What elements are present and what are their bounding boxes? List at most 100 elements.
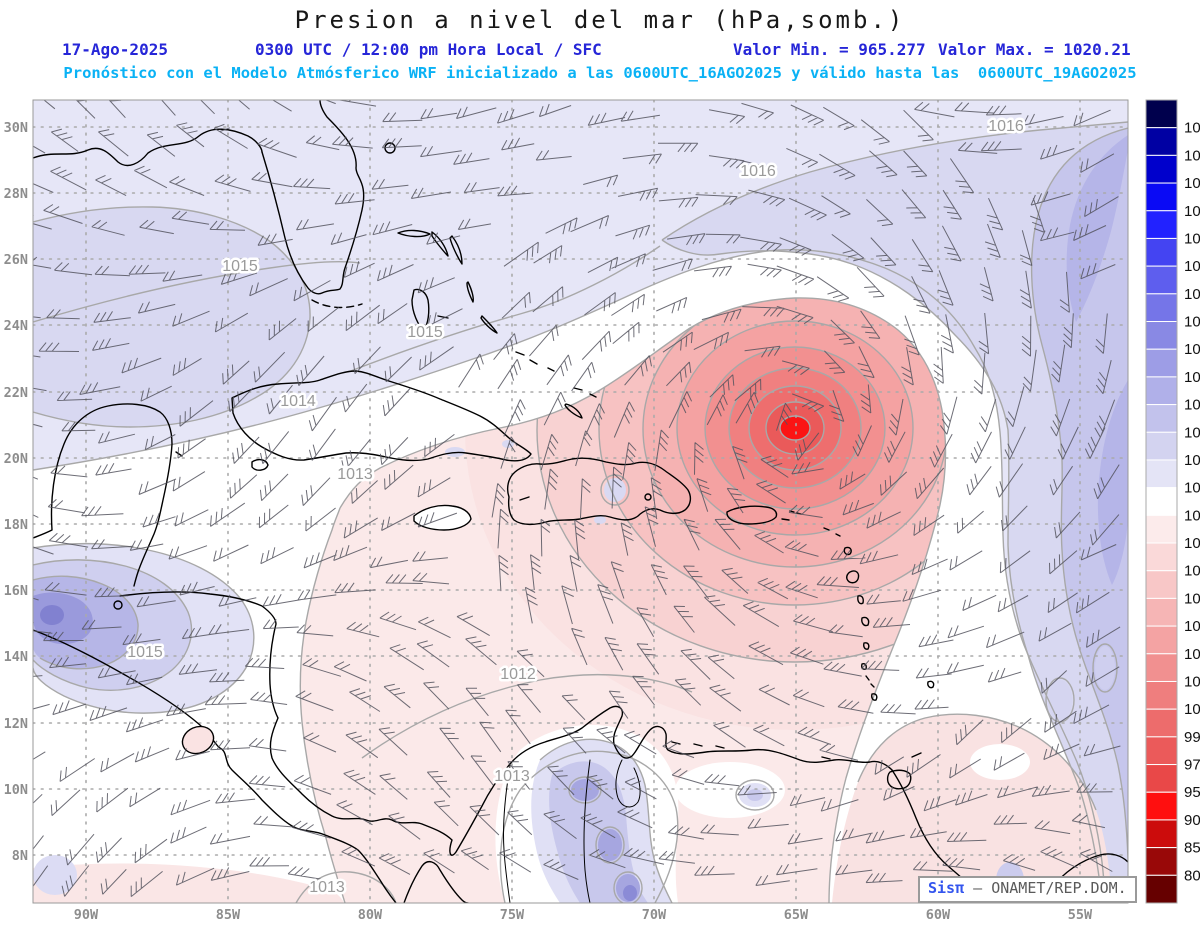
- colorbar-cell: [1145, 597, 1178, 627]
- contour-label: 1014: [280, 393, 316, 410]
- colorbar-tick-label: 1008: [1184, 590, 1200, 607]
- lat-tick-label: 12N: [4, 716, 28, 732]
- contour-label: 1013: [309, 879, 345, 896]
- model-init-line: Pronóstico con el Modelo Atmósferico WRF…: [63, 64, 1137, 82]
- lon-tick-label: 75W: [500, 907, 525, 923]
- bahamas-islands: [397, 229, 597, 419]
- lesser-antilles-islands: [823, 527, 935, 701]
- colorbar-tick-label: 1006: [1184, 618, 1200, 635]
- merida-blue-core: [747, 789, 763, 801]
- cozumel-island: [175, 451, 183, 457]
- colorbar-cell: [1145, 570, 1178, 599]
- colorbar-tick-label: 800: [1184, 867, 1200, 884]
- colombia-river: [583, 759, 591, 903]
- trinidad-coast: [886, 769, 912, 790]
- contour-label: 1012: [500, 666, 536, 683]
- colorbar: 1050 1040 1035 1030 1028 1025 1022 1020 1019 1018…: [1145, 99, 1200, 904]
- lat-tick-label: 28N: [4, 186, 28, 202]
- colorbar-cell: [1145, 404, 1178, 433]
- lat-tick-label: 20N: [4, 451, 28, 467]
- colorbar-cell: [1145, 293, 1178, 323]
- contour-label: 1015: [222, 258, 258, 275]
- contour-label: 1015: [127, 644, 163, 661]
- colorbar-cell: [1145, 376, 1178, 406]
- lon-tick-label: 90W: [74, 907, 99, 923]
- colorbar-tick-label: 1030: [1184, 203, 1200, 220]
- wind-barbs: [33, 100, 1121, 897]
- colorbar-tick-label: 950: [1184, 784, 1200, 801]
- watermark-box: Sisπ – ONAMET/REP.DOM.: [918, 876, 1137, 903]
- colorbar-cell: [1145, 847, 1178, 876]
- lat-tick-label: 10N: [4, 782, 28, 798]
- mid-lavender-band: [662, 122, 1128, 903]
- florida-keys: [311, 299, 363, 309]
- lake-nicaragua: [181, 725, 215, 755]
- maracaibo-lake: [615, 759, 641, 808]
- lat-tick-label: 30N: [4, 120, 28, 136]
- page-title: Presion a nivel del mar (hPa,somb.): [294, 6, 906, 34]
- deep-finger: [1097, 380, 1128, 585]
- colorbar-tick-label: 1018: [1184, 369, 1200, 386]
- lake-izabal: [113, 600, 123, 610]
- colorbar-cell: [1145, 265, 1178, 295]
- colombia-blue-core: [571, 779, 599, 801]
- contour-label: 1015: [407, 324, 443, 341]
- lon-tick-label: 85W: [216, 907, 241, 923]
- lat-tick-label: 16N: [4, 583, 28, 599]
- colorbar-cell: [1145, 431, 1178, 461]
- colorbar-cell: [1145, 487, 1178, 516]
- colorbar-cell: [1145, 210, 1178, 239]
- yucatan-coast: [33, 403, 173, 587]
- colorbar-cell: [1145, 764, 1178, 793]
- colorbar-tick-label: 1020: [1184, 314, 1200, 331]
- colorbar-cell: [1145, 791, 1178, 821]
- se-white-patch: [970, 744, 1030, 780]
- contour-label: 1016: [740, 163, 776, 180]
- colombia-blue-core: [598, 829, 622, 861]
- contour-label: 1013: [494, 768, 530, 785]
- lon-tick-label: 65W: [784, 907, 809, 923]
- lon-tick-label: 55W: [1068, 907, 1093, 923]
- gonave-island: [519, 496, 530, 501]
- colorbar-cell: [1145, 237, 1178, 267]
- colombia-blue-mid: [549, 761, 648, 903]
- hispaniola-blue-spot: [594, 516, 606, 524]
- colorbar-tick-label: 1050: [1184, 120, 1200, 137]
- value-min: Valor Min. = 965.277: [733, 40, 926, 59]
- atlantic-blue-blob: [1095, 646, 1115, 690]
- cuba-coast: [231, 370, 532, 462]
- pacific-coast-central-america: [33, 629, 469, 903]
- colorbar-frame: [1145, 99, 1178, 904]
- colorbar-cell: [1145, 819, 1178, 849]
- colorbar-tick-label: 1000: [1184, 701, 1200, 718]
- map-frame: [32, 99, 1129, 904]
- tobago-island: [911, 752, 922, 758]
- forecast-date: 17-Ago-2025: [62, 40, 168, 59]
- lat-tick-label: 8N: [12, 848, 28, 864]
- lat-tick-label: 24N: [4, 318, 28, 334]
- axis-labels: 30N 28N 26N 24N 22N 20N 18N 16N 14N 12N 10N 8N 90W 85…: [4, 120, 1093, 923]
- lon-tick-label: 60W: [926, 907, 951, 923]
- enriquillo-lake: [644, 493, 652, 501]
- colombia-blue-deep: [623, 885, 637, 901]
- colorbar-tick-label: 900: [1184, 812, 1200, 829]
- colorbar-cell: [1145, 182, 1178, 212]
- colorbar-tick-label: 1016: [1184, 424, 1200, 441]
- colorbar-tick-label: 1002: [1184, 673, 1200, 690]
- abc-islands: [671, 741, 831, 760]
- colorbar-tick-label: 1028: [1184, 230, 1200, 247]
- puerto-rico-coast: [726, 505, 778, 525]
- wind-barb-field: [33, 100, 1121, 897]
- colorbar-tick-label: 1014: [1184, 480, 1200, 497]
- lat-tick-label: 18N: [4, 517, 28, 533]
- colorbar-tick-label: 1022: [1184, 286, 1200, 303]
- colorbar-cell: [1145, 736, 1178, 766]
- ca-blue-inner-core: [40, 605, 64, 625]
- colorbar-cell: [1145, 348, 1178, 378]
- colorbar-cell: [1145, 321, 1178, 350]
- colorbar-tick-label: 1040: [1184, 147, 1200, 164]
- lat-tick-label: 26N: [4, 252, 28, 268]
- us-gulf-coast: [33, 128, 263, 167]
